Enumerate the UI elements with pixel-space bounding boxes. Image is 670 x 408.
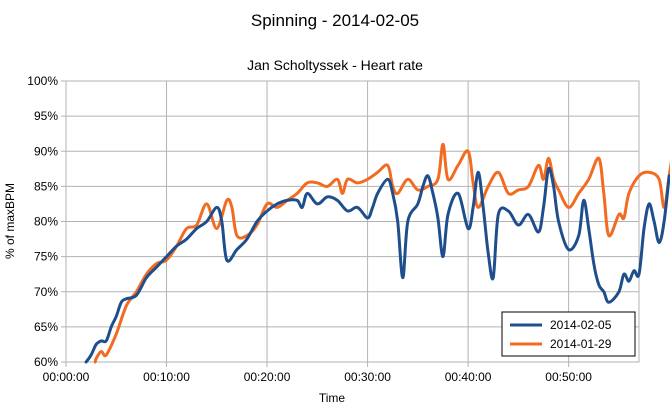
x-tick-label: 00:50:00 bbox=[545, 370, 592, 384]
y-tick-label: 100% bbox=[27, 74, 58, 88]
series-lines bbox=[84, 142, 670, 364]
y-tick-label: 60% bbox=[34, 355, 58, 369]
x-tick-label: 00:40:00 bbox=[445, 370, 492, 384]
x-axis-label: Time bbox=[319, 391, 346, 405]
chart-title: Spinning - 2014-02-05 bbox=[251, 11, 419, 30]
axis-ticks: 60% 65% 70% 75% 80% 85% 90% 95% 100% 00:00:00 00:1… bbox=[27, 74, 592, 384]
grid-lines bbox=[65, 80, 639, 363]
legend-label-2014-01-29: 2014-01-29 bbox=[550, 337, 612, 351]
y-tick-label: 80% bbox=[34, 215, 58, 229]
y-axis-label: % of maxBPM bbox=[3, 183, 17, 259]
y-tick-label: 85% bbox=[34, 179, 58, 193]
x-tick-label: 00:10:00 bbox=[143, 370, 190, 384]
y-tick-label: 70% bbox=[34, 285, 58, 299]
y-tick-label: 75% bbox=[34, 250, 58, 264]
x-tick-label: 00:00:00 bbox=[43, 370, 90, 384]
legend: 2014-02-05 2014-01-29 bbox=[501, 311, 636, 357]
series-line-2014-02-05 bbox=[84, 166, 670, 364]
series-line-2014-01-29 bbox=[93, 142, 670, 364]
legend-label-2014-02-05: 2014-02-05 bbox=[550, 318, 612, 332]
y-tick-label: 65% bbox=[34, 320, 58, 334]
y-tick-label: 90% bbox=[34, 144, 58, 158]
y-tick-label: 95% bbox=[34, 109, 58, 123]
x-tick-label: 00:30:00 bbox=[344, 370, 391, 384]
x-tick-label: 00:20:00 bbox=[244, 370, 291, 384]
chart-subtitle: Jan Scholtyssek - Heart rate bbox=[247, 57, 423, 73]
legend-box bbox=[501, 311, 636, 357]
